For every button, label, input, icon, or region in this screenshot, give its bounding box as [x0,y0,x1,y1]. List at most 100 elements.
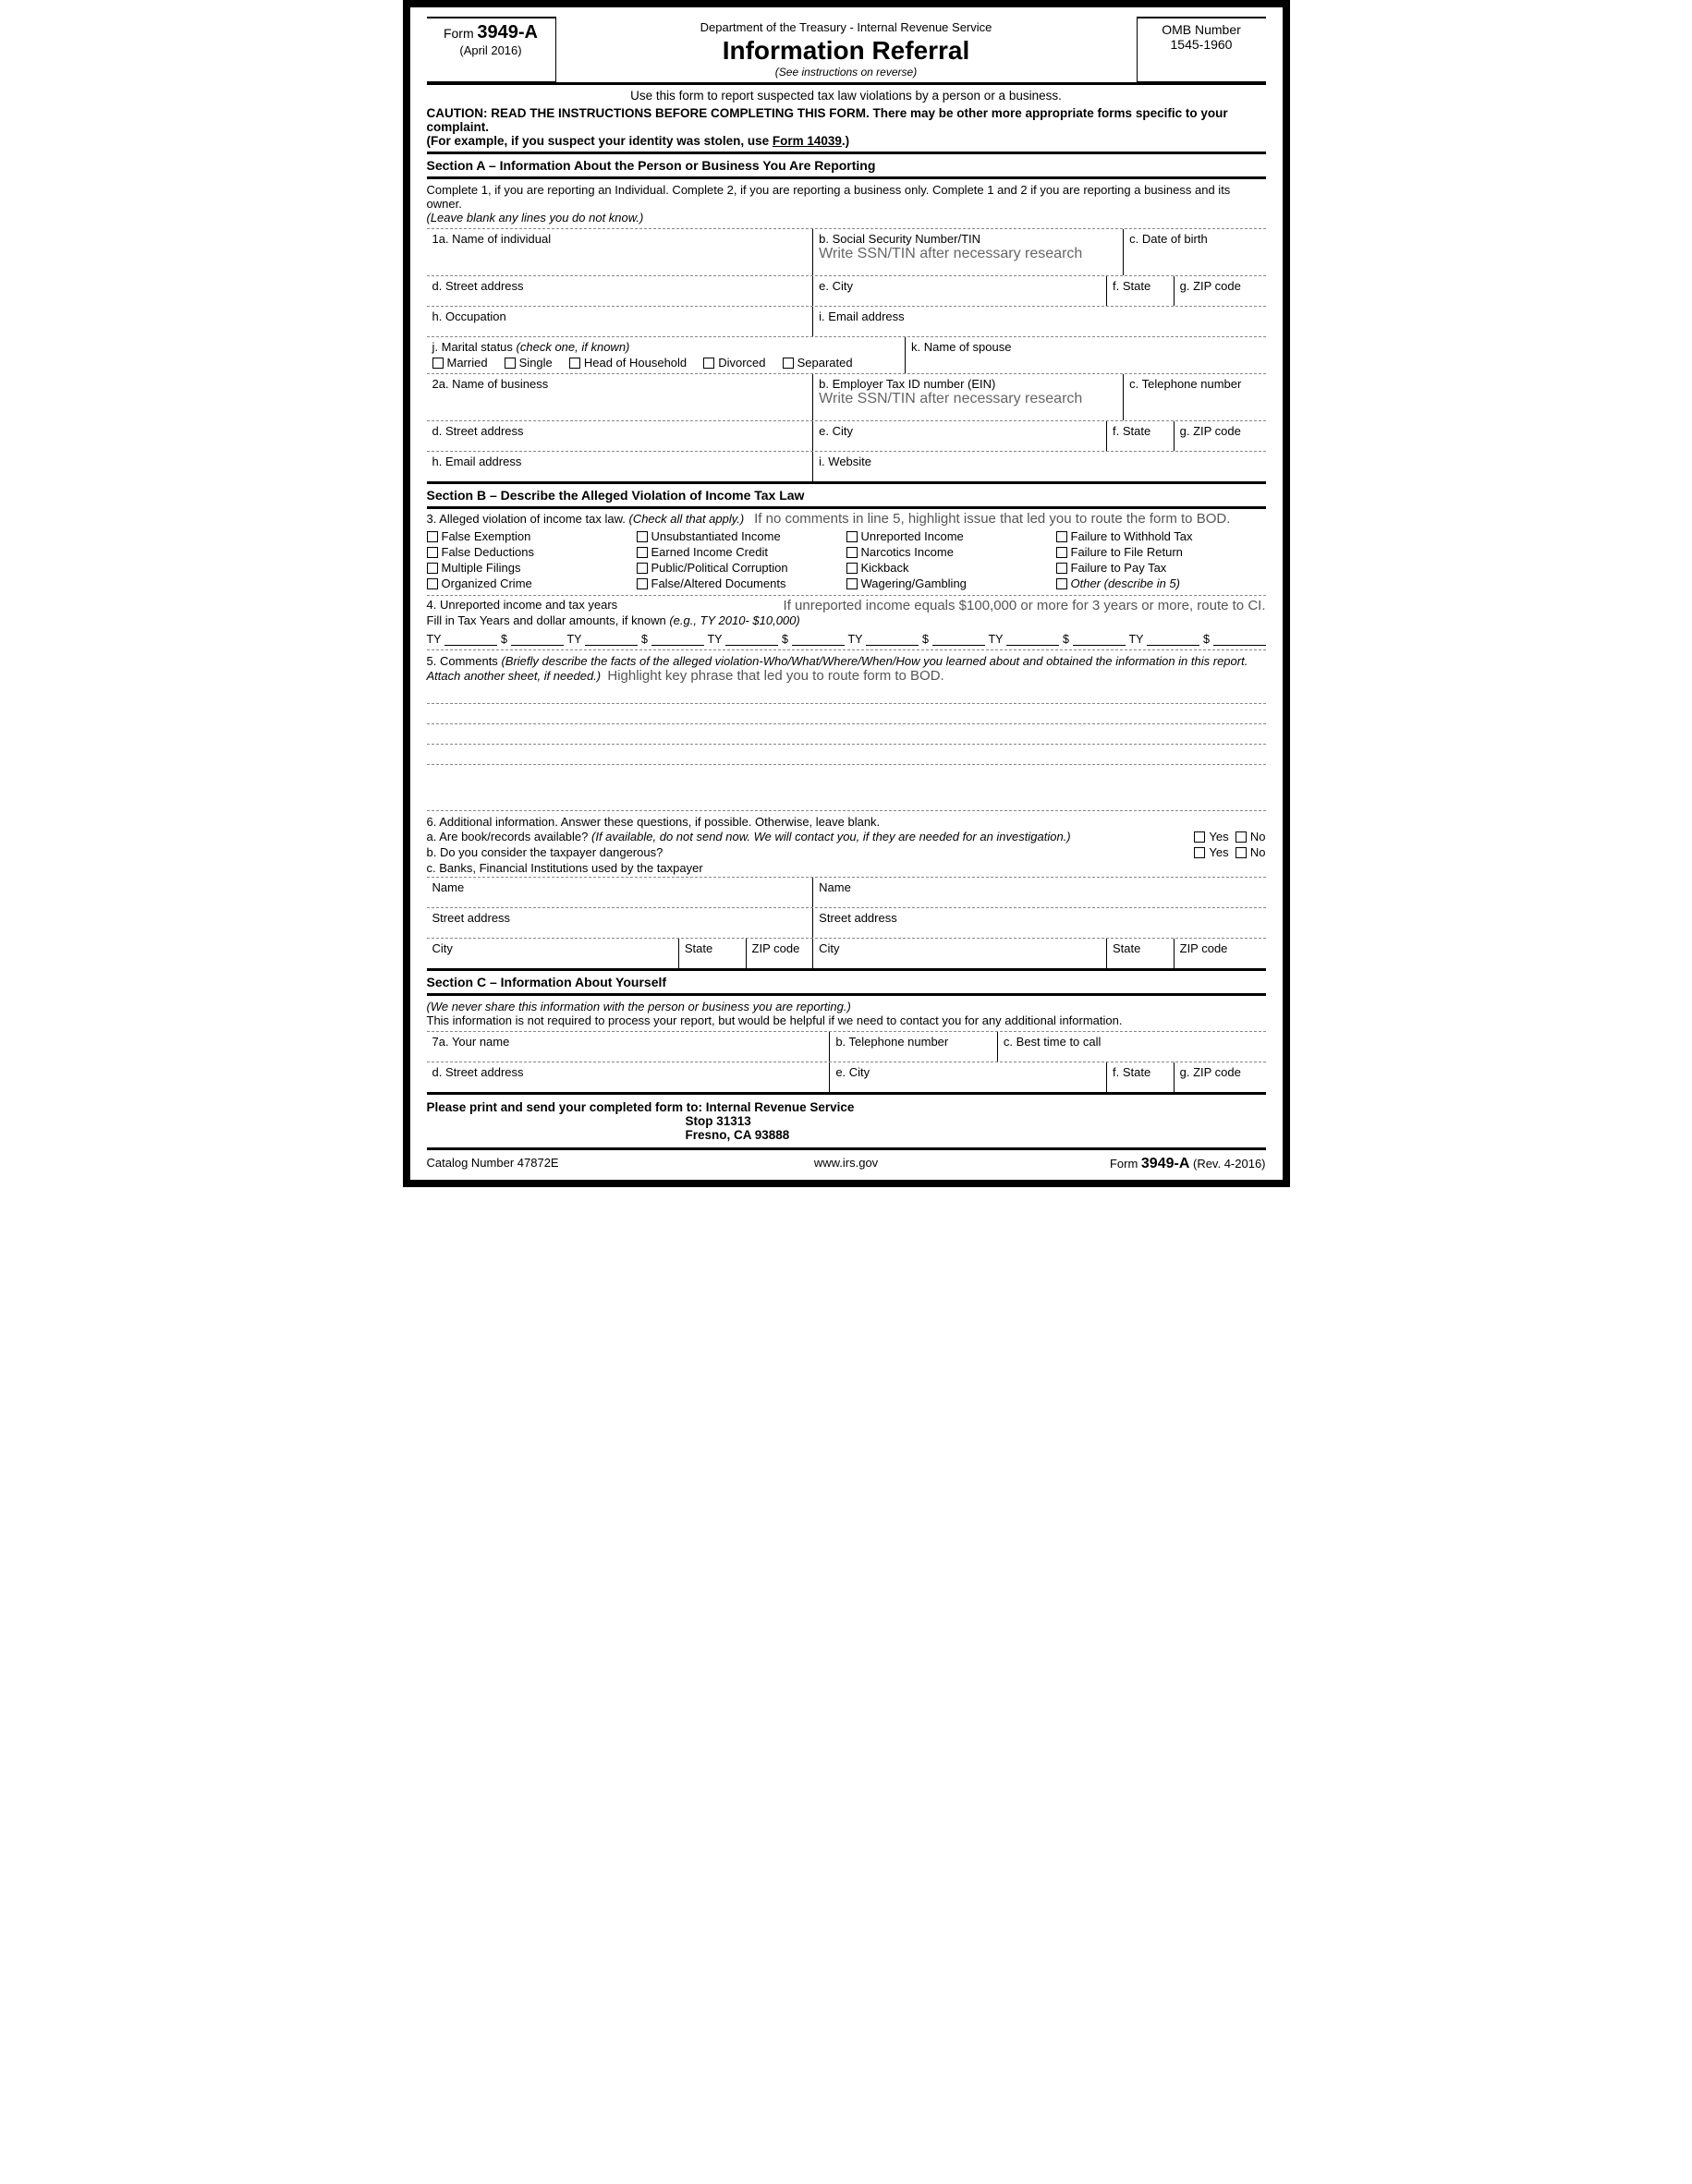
checkbox-unsubstantiated[interactable] [637,531,648,542]
label-1e: e. City [819,279,1101,293]
no-6b: No [1250,845,1266,859]
opt-divorced: Divorced [718,356,765,370]
checkbox-corruption[interactable] [637,563,648,574]
label-1c: c. Date of birth [1129,232,1260,246]
checkbox-pay-tax[interactable] [1056,563,1067,574]
label-1g: g. ZIP code [1180,279,1260,293]
checkbox-6b-yes[interactable] [1194,847,1205,858]
comment-line-5[interactable] [427,765,1266,811]
label-7a: 7a. Your name [432,1035,824,1049]
bank1-city: City [432,941,673,955]
ty-row: TY$ TY$ TY$ TY$ TY$ TY$ [427,629,1266,650]
opt-c4-3: Other (describe in 5) [1071,576,1181,590]
d-3-input[interactable] [792,633,845,646]
checkbox-kickback[interactable] [846,563,858,574]
opt-c3-1: Narcotics Income [861,545,954,559]
checkbox-file-return[interactable] [1056,547,1067,558]
no-6a: No [1250,830,1266,843]
label-2b: b. Employer Tax ID number (EIN) [819,377,1117,391]
d-2-input[interactable] [651,633,704,646]
q3-label: 3. Alleged violation of income tax law. [427,512,626,526]
form-title: Information Referral [564,36,1129,66]
q4b-ital: (e.g., TY 2010- $10,000) [669,613,799,627]
section-c-sub: (We never share this information with th… [427,996,1266,1032]
checkbox-married[interactable] [432,358,444,369]
checkbox-organized-crime[interactable] [427,578,438,589]
d-4-input[interactable] [932,633,985,646]
d-2: $ [641,633,648,646]
form-14039-link[interactable]: Form 14039 [773,134,842,148]
label-1j-ital: (check one, if known) [517,340,630,354]
opt-c1-1: False Deductions [442,545,534,559]
section-a-sub: Complete 1, if you are reporting an Indi… [427,179,1266,229]
ty-3: TY [708,633,723,646]
checkbox-wagering[interactable] [846,578,858,589]
bank-name-row: Name Name [427,878,1266,908]
d-1-input[interactable] [511,633,564,646]
ty-2-input[interactable] [585,633,638,646]
ty-5: TY [989,633,1004,646]
comment-line-3[interactable] [427,724,1266,745]
label-7b: b. Telephone number [835,1035,992,1049]
footer-row: Catalog Number 47872E www.irs.gov Form 3… [427,1147,1266,1172]
checkbox-unreported[interactable] [846,531,858,542]
bank2-name: Name [819,880,1260,894]
opt-c3-2: Kickback [861,561,909,575]
d-6: $ [1203,633,1210,646]
violation-col-3: Unreported Income Narcotics Income Kickb… [846,528,1056,591]
bank2-zip: ZIP code [1180,941,1260,955]
opt-married: Married [447,356,488,370]
bank-street-row: Street address Street address [427,908,1266,939]
violation-col-2: Unsubstantiated Income Earned Income Cre… [637,528,846,591]
comment-line-1[interactable] [427,684,1266,704]
ty-3-input[interactable] [725,633,778,646]
violation-col-4: Failure to Withhold Tax Failure to File … [1056,528,1266,591]
checkbox-6a-yes[interactable] [1194,831,1205,843]
row-1defg: d. Street address e. City f. State g. ZI… [427,276,1266,307]
opt-c2-2: Public/Political Corruption [651,561,788,575]
ty-6-input[interactable] [1147,633,1199,646]
bank1-zip: ZIP code [752,941,808,955]
violation-col-1: False Exemption False Deductions Multipl… [427,528,637,591]
opt-c1-3: Organized Crime [442,576,532,590]
checkbox-separated[interactable] [783,358,794,369]
checkbox-other[interactable] [1056,578,1067,589]
opt-c4-1: Failure to File Return [1071,545,1183,559]
ty-4-input[interactable] [866,633,919,646]
section-a-instructions-ital: (Leave blank any lines you do not know.) [427,211,644,224]
checkbox-false-exemption[interactable] [427,531,438,542]
checkbox-6a-no[interactable] [1236,831,1247,843]
use-line: Use this form to report suspected tax la… [427,85,1266,106]
section-c-ital: (We never share this information with th… [427,1000,851,1013]
bank2-street: Street address [819,911,1260,925]
checkbox-withhold[interactable] [1056,531,1067,542]
checkbox-hoh[interactable] [569,358,580,369]
caution-line2a: (For example, if you suspect your identi… [427,134,773,148]
opt-c3-0: Unreported Income [861,529,964,543]
checkbox-6b-no[interactable] [1236,847,1247,858]
checkbox-narcotics[interactable] [846,547,858,558]
comment-line-4[interactable] [427,745,1266,765]
ty-1-input[interactable] [444,633,497,646]
ty-5-input[interactable] [1006,633,1059,646]
label-7d: d. Street address [432,1065,824,1079]
form-prefix: Form [444,26,474,41]
label-2e: e. City [819,424,1101,438]
checkbox-false-deductions[interactable] [427,547,438,558]
opt-c2-3: False/Altered Documents [651,576,786,590]
checkbox-altered-docs[interactable] [637,578,648,589]
mail-line3: Fresno, CA 93888 [686,1128,790,1142]
checkbox-eic[interactable] [637,547,648,558]
label-1f: f. State [1113,279,1168,293]
d-5-input[interactable] [1073,633,1126,646]
row-2hi: h. Email address i. Website [427,452,1266,484]
d-6-input[interactable] [1213,633,1266,646]
checkbox-multiple-filings[interactable] [427,563,438,574]
q3-ital: (Check all that apply.) [628,512,744,526]
formrev-b: 3949-A [1141,1156,1189,1171]
comment-line-2[interactable] [427,704,1266,724]
omb-box: OMB Number 1545-1960 [1137,17,1266,83]
checkbox-divorced[interactable] [703,358,714,369]
checkbox-single[interactable] [505,358,516,369]
q6c-label: c. Banks, Financial Institutions used by… [427,861,1266,875]
